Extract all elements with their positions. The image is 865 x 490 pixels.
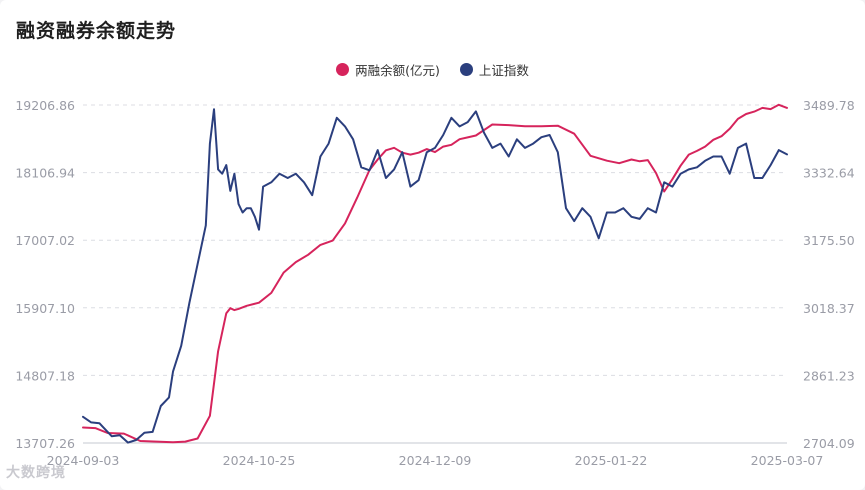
series-line-shanghai-index: [82, 108, 788, 444]
y-left-tick-label: 18106.94: [15, 166, 75, 181]
series-line-margin-balance: [82, 103, 788, 444]
y-right-tick-label: 3175.50: [803, 233, 855, 248]
y-right-tick-label: 2861.23: [803, 368, 855, 383]
legend-label-shanghai-index: 上证指数: [478, 63, 529, 78]
legend-swatch-shanghai-index: [459, 63, 473, 76]
legend-item-margin-balance[interactable]: 两融余额(亿元): [336, 60, 440, 79]
x-tick-label: 2025-01-22: [575, 453, 648, 468]
chart-legend: 两融余额(亿元) 上证指数: [0, 60, 865, 79]
y-left-tick-label: 17007.02: [15, 233, 75, 248]
x-tick-label: 2024-10-25: [223, 453, 296, 468]
y-right-tick-label: 3332.64: [803, 166, 855, 181]
y-left-tick-label: 19206.86: [15, 98, 75, 113]
y-right-tick-label: 2704.09: [803, 436, 855, 451]
watermark-logo: 大数跨境: [6, 462, 66, 482]
x-tick-label: 2025-03-07: [751, 453, 824, 468]
watermark-text: 大数跨境: [6, 465, 66, 481]
x-tick-label: 2024-09-03: [47, 453, 120, 468]
y-left-tick-label: 15907.10: [15, 301, 75, 316]
chart-title: 融资融券余额走势: [16, 20, 177, 42]
legend-label-margin-balance: 两融余额(亿元): [355, 63, 440, 78]
x-tick-label: 2024-12-09: [399, 453, 472, 468]
y-right-tick-label: 3018.37: [803, 301, 855, 316]
legend-swatch-margin-balance: [336, 63, 350, 76]
y-left-tick-label: 14807.18: [15, 368, 75, 383]
y-right-tick-label: 3489.78: [803, 98, 855, 113]
y-left-tick-label: 13707.26: [15, 436, 75, 451]
legend-item-shanghai-index[interactable]: 上证指数: [459, 60, 529, 79]
